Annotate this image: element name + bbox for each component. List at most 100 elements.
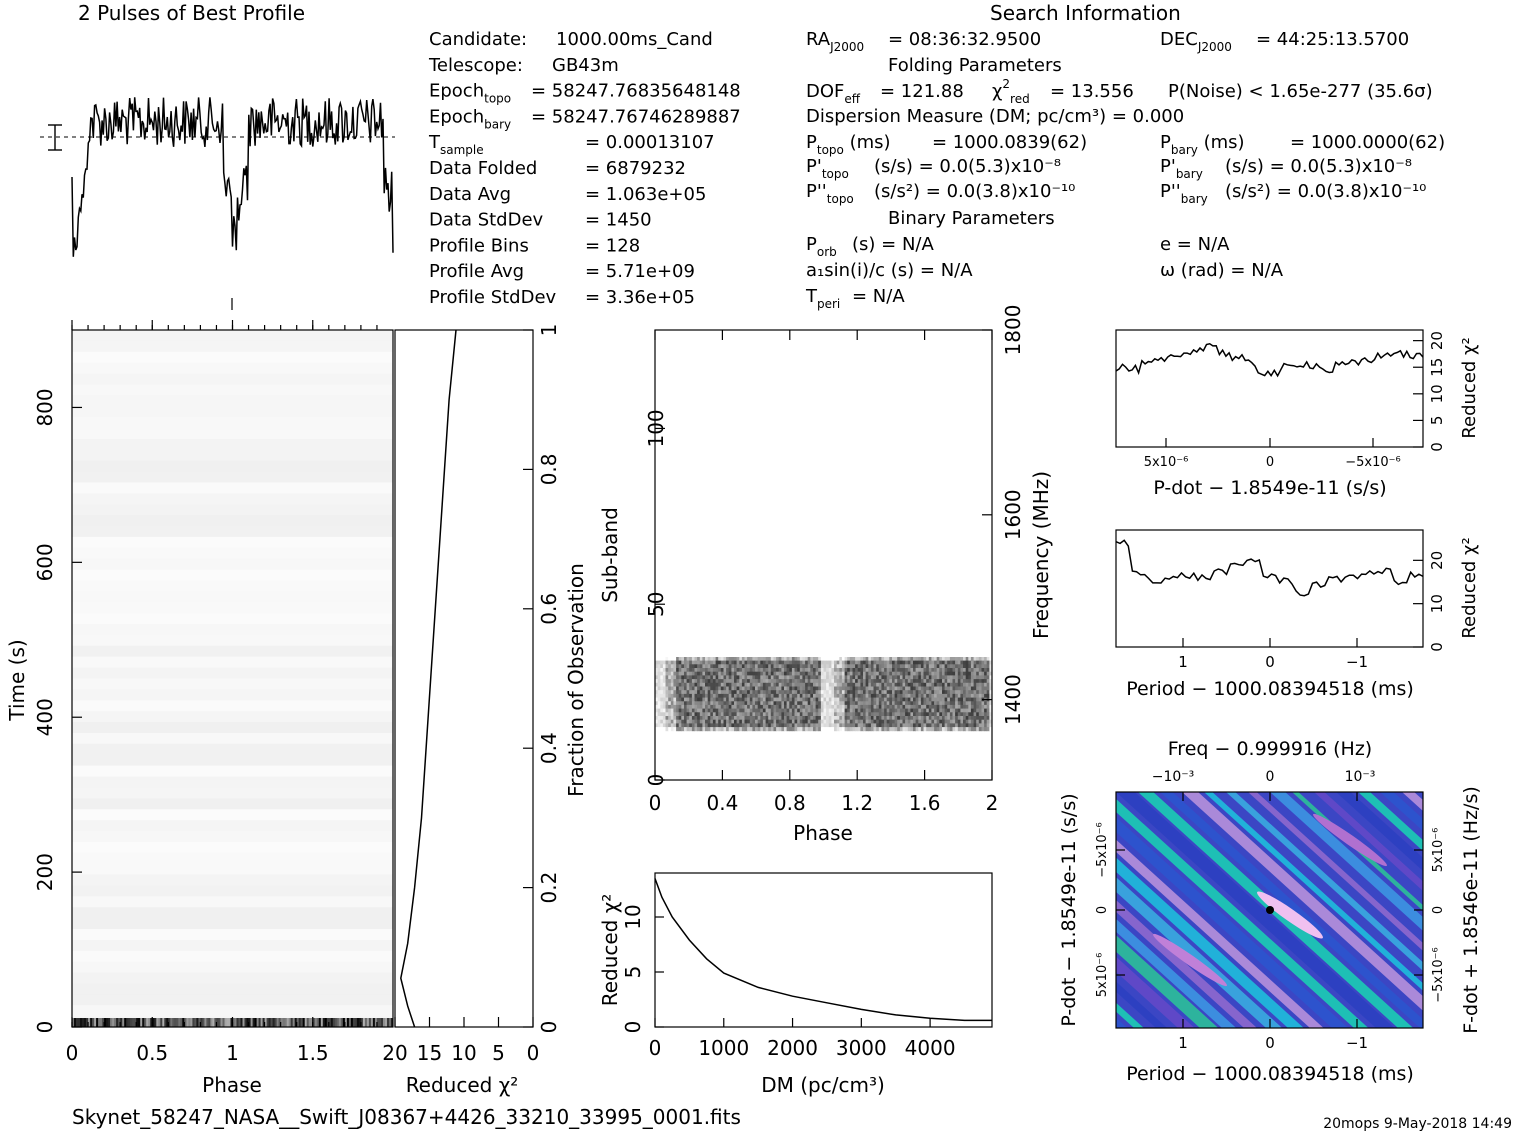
info-label: Tsample (428, 132, 484, 157)
frequency-ytick-label: 1800 (1001, 305, 1025, 356)
info-label: Epochbary (429, 106, 511, 131)
ppd-right-tick-label: 5x10⁻⁶ (1431, 828, 1446, 873)
time-phase-xtick-label: 0.5 (136, 1041, 168, 1065)
binary-title: Binary Parameters (888, 208, 1055, 229)
pdot-xtick-label: −5x10⁻⁶ (1345, 455, 1400, 470)
period-chi2-line (1115, 539, 1424, 597)
info-value: = 1450 (585, 210, 652, 231)
time-chi2-xtick-label: 5 (492, 1041, 505, 1065)
pddot-bary-value: (s/s²) = 0.0(3.8)x10⁻¹⁰ (1225, 181, 1426, 202)
ptopo-label: Ptopo (ms) (806, 132, 891, 157)
ppd-xtick-label: 1 (1178, 1034, 1188, 1052)
time-chi2-xtick-label: 15 (417, 1041, 442, 1065)
pbary-value: = 1000.0000(62) (1290, 132, 1445, 153)
time-phase-xtick-label: 1.5 (297, 1041, 329, 1065)
subband-xtick-label: 0 (649, 791, 662, 815)
pdot-axes: 0 5 10 15 20 5x10⁻⁶ 0 −5x10⁻⁶ (1144, 331, 1446, 470)
ppd-ytick-label: −5x10⁻⁶ (1095, 822, 1110, 877)
pdot-ytick-label: 0 (1428, 442, 1446, 452)
dec-value: = 44:25:13.5700 (1256, 29, 1409, 50)
dm-ytick-label: 0 (621, 1021, 645, 1034)
subband-panel: 0 0.4 0.8 1.2 1.6 2 0 50 100 1400 1600 1800 Phase S… (598, 305, 1053, 845)
pdot-ytick-label: 15 (1428, 358, 1446, 377)
subband-ylabel: Sub-band (598, 507, 622, 603)
frequency-ytick-label: 1600 (1001, 489, 1025, 540)
fraction-ytick-label: 0.4 (537, 732, 561, 764)
fraction-ylabel: Fraction of Observation (564, 563, 588, 797)
pdot-bary-value: (s/s) = 0.0(5.3)x10⁻⁸ (1225, 156, 1412, 177)
info-value: = 5.71e+09 (585, 261, 695, 282)
ppd-right-label: F-dot + 1.8546e-11 (Hz/s) (1460, 786, 1482, 1034)
fraction-ytick-label: 0 (537, 1021, 561, 1034)
ppd-top-tick-label: 10⁻³ (1345, 769, 1376, 785)
chi-red-value: = 13.556 (1050, 81, 1134, 102)
dm-frame (654, 872, 993, 1028)
tperi-value: = N/A (852, 286, 905, 307)
dof-label: DOFeff (806, 81, 861, 106)
subband-xtick-label: 1.2 (841, 791, 873, 815)
ra-value: = 08:36:32.9500 (888, 29, 1041, 50)
pdot-frame (1115, 329, 1424, 448)
period-xtick-label: −1 (1346, 653, 1368, 671)
folding-title: Folding Parameters (888, 55, 1062, 76)
ppd-panel: 1 0 −1 −10⁻³ 0 10⁻³ −5x10⁻⁶ 5x10⁻⁶ 0 0 5x10⁻⁶ −5x10… (1058, 738, 1482, 1085)
frequency-ytick-label: 1400 (1001, 674, 1025, 725)
porb-value: (s) = N/A (852, 234, 934, 255)
time-phase-ytick-label: 600 (33, 543, 57, 581)
period-xtick-label: 1 (1178, 653, 1188, 671)
search-info: RAJ2000 = 08:36:32.9500 DECJ2000 = 44:25… (805, 29, 1445, 311)
dm-xtick-label: 3000 (836, 1036, 887, 1060)
time-phase-xtick-label: 1 (226, 1041, 239, 1065)
pddot-bary-label: P''bary (1160, 181, 1208, 206)
pdot-panel: 0 5 10 15 20 5x10⁻⁶ 0 −5x10⁻⁶ P-dot − 1.8549e-1… (1115, 329, 1480, 499)
pdot-bary-label: P'bary (1160, 156, 1203, 181)
subband-xtick-label: 0.8 (774, 791, 806, 815)
ppd-contours (1116, 792, 1423, 1028)
info-label: Data StdDev (429, 210, 544, 231)
subband-ytick-label: 0 (644, 774, 668, 787)
profile-error-bar (48, 124, 62, 151)
info-value: 1000.00ms_Cand (556, 29, 713, 50)
time-chi2-panel: 20 15 10 5 000.20.40.60.81 Reduced χ² Fracti… (382, 324, 588, 1097)
dm-panel: 0 1000 2000 3000 4000 0 5 10 DM (pc/cm³) Reduce… (598, 872, 993, 1097)
porb-label: Porb (806, 234, 837, 259)
ppd-ytick-label: 0 (1095, 906, 1110, 914)
info-value: = 1.063e+05 (585, 184, 706, 205)
ppd-top-tick-label: −10⁻³ (1152, 769, 1195, 785)
subband-image (655, 657, 993, 732)
time-phase-xtick-label: 0 (66, 1041, 79, 1065)
dm-xlabel: DM (pc/cm³) (761, 1073, 885, 1097)
dm-line: Dispersion Measure (DM; pc/cm³) = 0.000 (806, 106, 1184, 127)
info-label: Profile StdDev (429, 287, 557, 308)
subband-axes: 0 0.4 0.8 1.2 1.6 2 0 50 100 1400 1600 1800 (644, 305, 1025, 815)
fraction-ytick-label: 0.8 (537, 453, 561, 485)
dm-ytick-label: 5 (621, 966, 645, 979)
info-label: Telescope: (428, 55, 523, 76)
info-left-column: Candidate: 1000.00ms_Cand Telescope: GB43m E… (428, 29, 741, 308)
pdot-chi2-line (1115, 342, 1424, 378)
subband-xtick-label: 1.6 (909, 791, 941, 815)
fraction-ytick-label: 0.2 (537, 872, 561, 904)
time-phase-panel: 0 0.5 1 1.5 0 200 400 600 800 Phase Time (s) (5, 320, 394, 1097)
period-xtick-label: 0 (1265, 653, 1275, 671)
pbary-label: Pbary (ms) (1160, 132, 1245, 157)
pnoise-value: P(Noise) < 1.65e-277 (35.6σ) (1168, 81, 1433, 102)
info-label: Data Folded (429, 158, 537, 179)
info-value: = 58247.76746289887 (531, 106, 741, 127)
period-ytick-label: 20 (1428, 551, 1446, 570)
period-xlabel: Period − 1000.08394518 (ms) (1126, 678, 1414, 700)
pddot-topo-label: P''topo (806, 181, 854, 206)
ppd-ytick-label: 5x10⁻⁶ (1095, 953, 1110, 998)
tperi-label: Tperi (805, 286, 840, 311)
dm-xtick-label: 2000 (767, 1036, 818, 1060)
dm-ylabel: Reduced χ² (598, 894, 622, 1007)
time-phase-rows (72, 330, 393, 1027)
dm-xtick-label: 0 (649, 1036, 662, 1060)
subband-ytick-label: 50 (644, 591, 668, 616)
time-chi2-xlabel: Reduced χ² (406, 1073, 519, 1097)
omega-value: ω (rad) = N/A (1160, 260, 1284, 281)
time-chi2-xtick-label: 20 (382, 1041, 407, 1065)
ppd-axes: 1 0 −1 −10⁻³ 0 10⁻³ −5x10⁻⁶ 5x10⁻⁶ 0 0 5x10⁻⁶ −5x10… (1095, 769, 1446, 1052)
